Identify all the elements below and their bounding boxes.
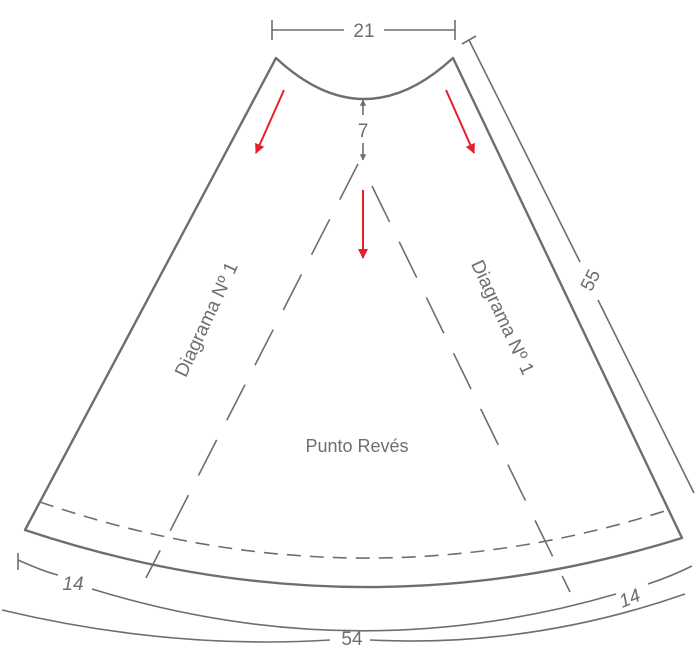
right-panel-dashed-line <box>371 185 571 593</box>
bottom-left-label: 14 <box>62 574 83 595</box>
depth-label: 7 <box>358 121 369 142</box>
center-stitch-label: Punto Revés <box>305 436 408 456</box>
left-panel-dashed-line <box>145 163 359 579</box>
diagram-label-right: Diagrama Nº 1 <box>466 257 538 378</box>
bottom-width-label: 54 <box>341 629 363 649</box>
diagram-label-left: Diagrama Nº 1 <box>171 259 243 380</box>
top-width-label: 21 <box>353 21 374 42</box>
direction-arrow-right <box>445 89 475 154</box>
pattern-outline <box>23 56 684 589</box>
hem-dashed-line <box>39 501 669 559</box>
direction-arrow-left <box>255 89 285 154</box>
bottom-dimensions: 14 14 54 <box>1 553 693 649</box>
top-width-dimension: 21 <box>271 20 456 42</box>
side-length-dimension: 55 <box>461 35 695 494</box>
depth-dimension: 7 <box>358 99 369 161</box>
side-length-label: 55 <box>577 266 605 294</box>
